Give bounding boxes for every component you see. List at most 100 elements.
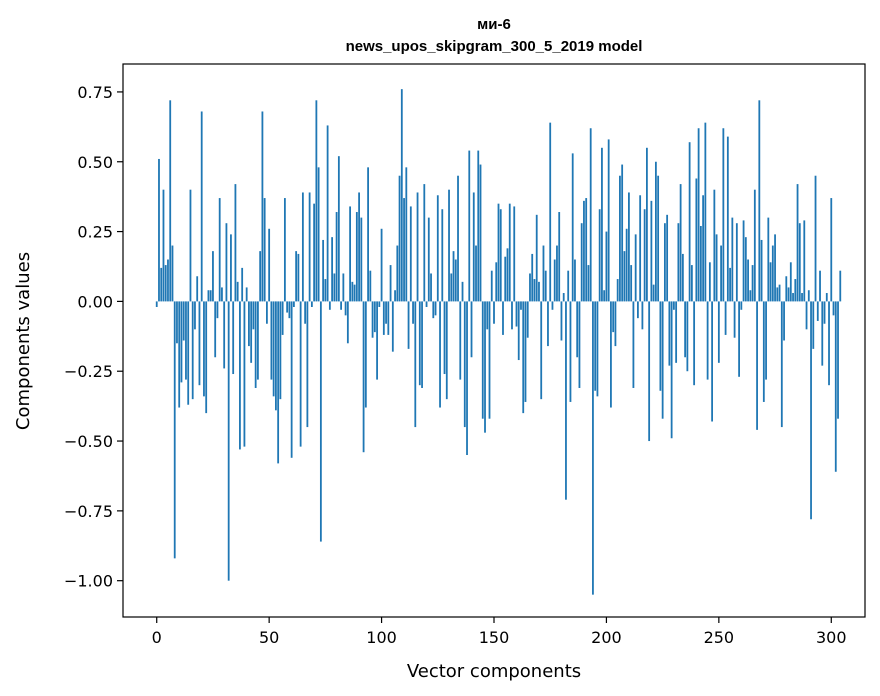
bar-300	[830, 198, 833, 302]
bar-77	[328, 301, 331, 310]
bar-80	[335, 212, 338, 302]
bar-196	[596, 301, 599, 397]
bar-41	[248, 301, 250, 347]
bar-120	[425, 301, 428, 307]
bar-127	[441, 209, 444, 302]
bar-3	[162, 189, 165, 302]
bar-293	[814, 175, 817, 302]
bar-184	[569, 301, 572, 402]
bar-141	[472, 192, 475, 302]
bar-292	[812, 301, 815, 349]
bar-36	[236, 281, 239, 302]
bar-136	[461, 281, 464, 302]
bar-56	[281, 301, 284, 335]
bar-129	[445, 301, 448, 400]
bar-148	[488, 301, 491, 419]
bar-65	[301, 192, 304, 302]
bar-104	[389, 265, 392, 302]
bar-87	[351, 281, 354, 302]
bar-151	[495, 262, 498, 302]
bar-251	[720, 245, 722, 302]
bar-12	[182, 301, 185, 341]
bar-103	[387, 301, 390, 335]
bar-98	[376, 301, 378, 380]
bar-177	[553, 259, 556, 302]
bar-289	[805, 301, 808, 330]
bar-181	[562, 293, 565, 302]
x-tick-label: 0	[152, 628, 162, 647]
bar-198	[601, 147, 603, 302]
bar-88	[353, 284, 356, 302]
bar-190	[583, 200, 585, 302]
bar-124	[434, 301, 437, 316]
bar-26	[214, 301, 217, 358]
bar-44	[254, 301, 257, 388]
bar-172	[542, 245, 545, 302]
bar-260	[740, 301, 743, 310]
bar-228	[668, 301, 671, 366]
bar-255	[729, 267, 731, 302]
bar-241	[697, 128, 700, 302]
bar-171	[540, 301, 543, 400]
bar-102	[385, 301, 387, 324]
x-axis-label: Vector components	[407, 661, 581, 682]
bar-85	[346, 301, 349, 344]
bar-101	[382, 301, 385, 335]
bar-59	[288, 301, 291, 319]
bar-8	[173, 301, 176, 559]
bar-233	[679, 184, 682, 302]
bar-247	[711, 301, 713, 422]
bar-297	[823, 301, 826, 324]
bar-83	[342, 273, 345, 302]
bar-298	[825, 293, 828, 302]
bar-42	[250, 301, 253, 363]
bar-53	[275, 301, 277, 411]
bar-39	[243, 301, 246, 447]
bar-123	[432, 301, 435, 319]
bar-31	[225, 223, 228, 302]
bar-113	[409, 206, 412, 302]
bar-122	[430, 273, 432, 302]
bar-216	[641, 301, 644, 330]
bar-49	[266, 301, 268, 324]
bar-75	[324, 279, 327, 302]
bar-175	[549, 122, 552, 302]
bar-51	[270, 301, 273, 380]
bar-220	[650, 200, 653, 302]
bar-281	[787, 287, 790, 302]
bar-21	[203, 301, 205, 397]
bar-117	[418, 301, 421, 386]
x-tick-label: 300	[816, 628, 847, 647]
y-tick-label: 0.50	[77, 153, 113, 172]
bar-234	[681, 253, 684, 302]
bar-192	[587, 265, 590, 302]
bar-1	[158, 158, 160, 302]
bar-58	[286, 301, 289, 313]
bar-155	[504, 256, 507, 302]
bar-2	[160, 267, 163, 302]
bar-96	[371, 301, 374, 338]
bar-108	[398, 175, 401, 302]
y-tick-label: −0.75	[64, 502, 113, 521]
bar-266	[753, 189, 756, 302]
bar-62	[295, 251, 298, 302]
plot-frame	[122, 63, 866, 618]
bar-223	[657, 175, 660, 302]
bar-183	[567, 270, 570, 302]
bar-67	[306, 301, 309, 428]
bar-213	[634, 234, 637, 302]
y-tick-label: 0.75	[77, 83, 113, 102]
bar-81	[337, 156, 340, 302]
bar-165	[526, 301, 529, 338]
bar-84	[344, 301, 347, 316]
bar-162	[520, 301, 522, 310]
bar-128	[443, 301, 446, 375]
bar-282	[789, 262, 792, 302]
bar-261	[742, 220, 745, 302]
bar-121	[427, 217, 430, 302]
bar-105	[391, 301, 394, 352]
bar-25	[212, 251, 214, 302]
bar-7	[171, 245, 174, 302]
bar-253	[724, 301, 727, 335]
bar-61	[292, 301, 295, 307]
